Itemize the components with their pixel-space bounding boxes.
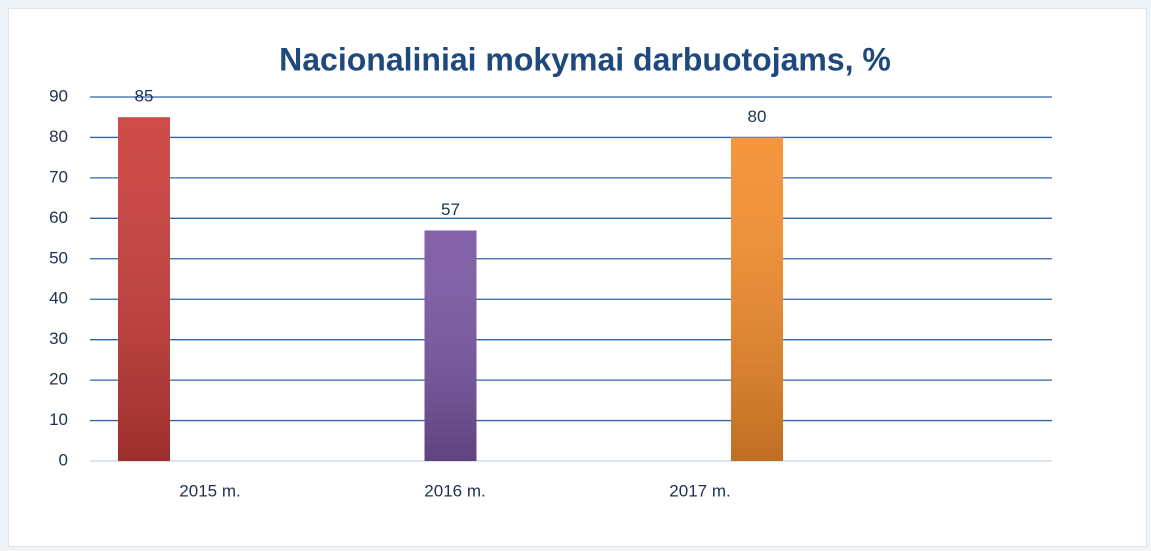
data-label: 57 <box>441 200 460 219</box>
y-tick-label: 80 <box>49 127 68 146</box>
y-tick-label: 10 <box>49 410 68 429</box>
y-tick-label: 20 <box>49 370 68 389</box>
x-tick-label: 2015 m. <box>179 481 240 500</box>
y-tick-label: 40 <box>49 289 68 308</box>
data-label: 80 <box>748 107 767 126</box>
x-tick-label: 2017 m. <box>669 481 730 500</box>
chart-title: Nacionaliniai mokymai darbuotojams, % <box>279 41 891 77</box>
bar-shade <box>424 230 477 461</box>
bar-shade <box>731 137 783 461</box>
x-tick-label: 2016 m. <box>424 481 485 500</box>
chart-panel <box>8 8 1147 547</box>
bar-shade <box>118 117 170 461</box>
y-tick-label: 50 <box>49 248 68 267</box>
y-tick-label: 70 <box>49 167 68 186</box>
y-tick-label: 60 <box>49 208 68 227</box>
data-label: 85 <box>135 87 154 106</box>
y-tick-label: 0 <box>59 450 68 469</box>
y-tick-label: 30 <box>49 329 68 348</box>
y-tick-label: 90 <box>49 86 68 105</box>
